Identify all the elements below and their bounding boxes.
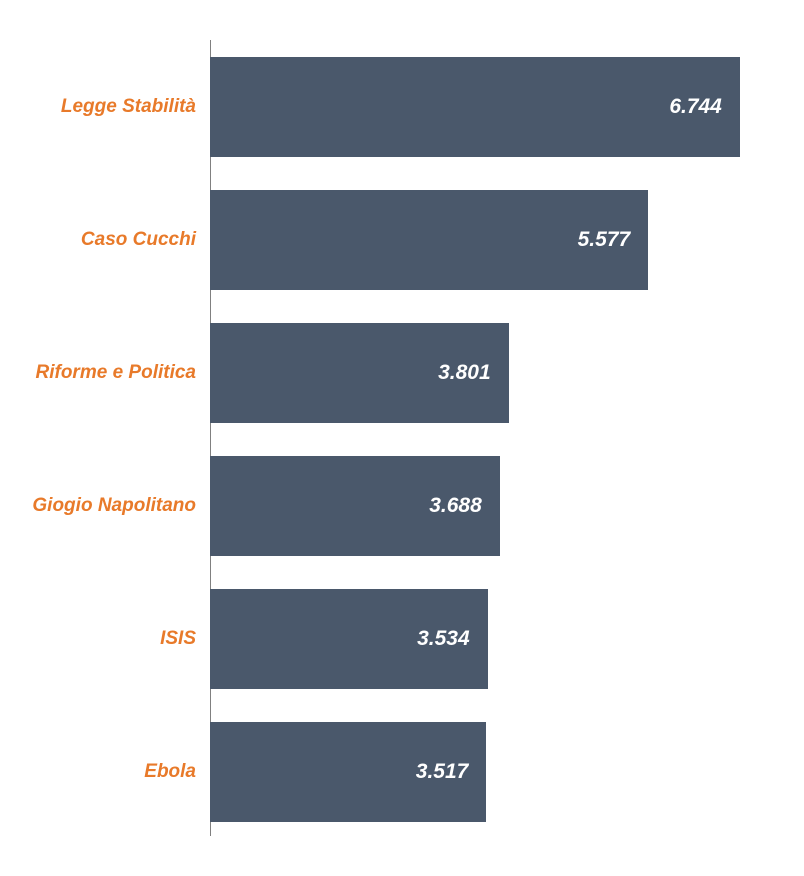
category-label: ISIS [0,628,210,650]
bar-value: 6.744 [669,95,722,119]
bar-track: 5.577 [210,190,764,290]
bar-row: ISIS 3.534 [0,572,764,705]
category-label: Legge Stabilità [0,96,210,118]
bar-fill: 5.577 [210,190,648,290]
bar-fill: 3.801 [210,323,509,423]
bar-fill: 6.744 [210,57,740,157]
bar-track: 6.744 [210,57,764,157]
horizontal-bar-chart: Legge Stabilità 6.744 Caso Cucchi 5.577 … [0,0,804,876]
bar-row: Caso Cucchi 5.577 [0,173,764,306]
bar-row: Riforme e Politica 3.801 [0,306,764,439]
bar-row: Giogio Napolitano 3.688 [0,439,764,572]
bar-track: 3.534 [210,589,764,689]
bar-value: 3.688 [429,494,482,518]
bar-value: 3.534 [417,627,470,651]
bar-value: 3.801 [438,361,491,385]
bar-row: Legge Stabilità 6.744 [0,40,764,173]
bar-row: Ebola 3.517 [0,705,764,838]
bar-value: 5.577 [578,228,631,252]
bar-fill: 3.688 [210,456,500,556]
bar-track: 3.801 [210,323,764,423]
category-label: Caso Cucchi [0,229,210,251]
category-label: Riforme e Politica [0,362,210,384]
bar-fill: 3.517 [210,722,486,822]
bar-value: 3.517 [416,760,469,784]
bar-fill: 3.534 [210,589,488,689]
bar-track: 3.517 [210,722,764,822]
bar-track: 3.688 [210,456,764,556]
category-label: Ebola [0,761,210,783]
category-label: Giogio Napolitano [0,495,210,517]
